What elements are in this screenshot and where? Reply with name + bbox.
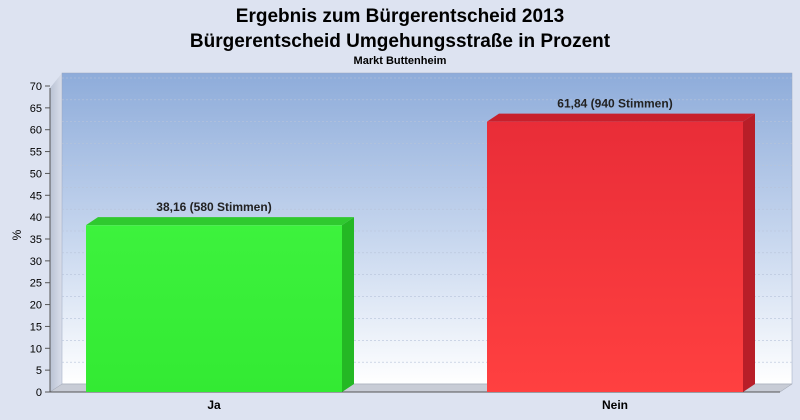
y-tick-label: 45 <box>30 190 42 202</box>
y-axis-ticks: 0 5 10 15 20 25 30 35 40 45 50 55 60 65 70 <box>30 81 50 399</box>
bar-ja <box>86 225 342 392</box>
bar-top-nein <box>487 113 755 122</box>
y-tick-label: 25 <box>30 278 42 290</box>
y-tick-label: 10 <box>30 343 42 355</box>
y-tick-label: 5 <box>36 365 42 377</box>
data-label-ja: 38,16 (580 Stimmen) <box>156 200 271 214</box>
y-tick-label: 55 <box>30 147 42 159</box>
y-tick-label: 65 <box>30 103 42 115</box>
chart-title-line2: Bürgerentscheid Umgehungsstraße in Proze… <box>190 31 611 52</box>
x-tick-label-ja: Ja <box>207 398 221 412</box>
y-tick-label: 70 <box>30 81 42 93</box>
bar-top-ja <box>86 217 354 226</box>
y-tick-label: 20 <box>30 300 42 312</box>
y-tick-label: 50 <box>30 168 42 180</box>
y-tick-label: 60 <box>30 125 42 137</box>
y-tick-label: 15 <box>30 321 42 333</box>
chart-subtitle: Markt Buttenheim <box>354 55 447 67</box>
x-tick-label-nein: Nein <box>602 398 628 412</box>
y-tick-label: 40 <box>30 212 42 224</box>
bar-side-ja <box>342 217 354 392</box>
left-wall <box>50 73 62 392</box>
y-axis-label: % <box>10 229 24 240</box>
bar-nein <box>487 121 743 392</box>
bars: 38,16 (580 Stimmen) 61,84 (940 Stimmen) <box>86 97 755 392</box>
y-tick-label: 0 <box>36 387 42 399</box>
x-axis-labels: Ja Nein <box>207 398 628 412</box>
y-tick-label: 35 <box>30 234 42 246</box>
bar-side-nein <box>743 113 755 392</box>
data-label-nein: 61,84 (940 Stimmen) <box>557 97 672 111</box>
y-tick-label: 30 <box>30 256 42 268</box>
chart-title-line1: Ergebnis zum Bürgerentscheid 2013 <box>236 6 564 27</box>
